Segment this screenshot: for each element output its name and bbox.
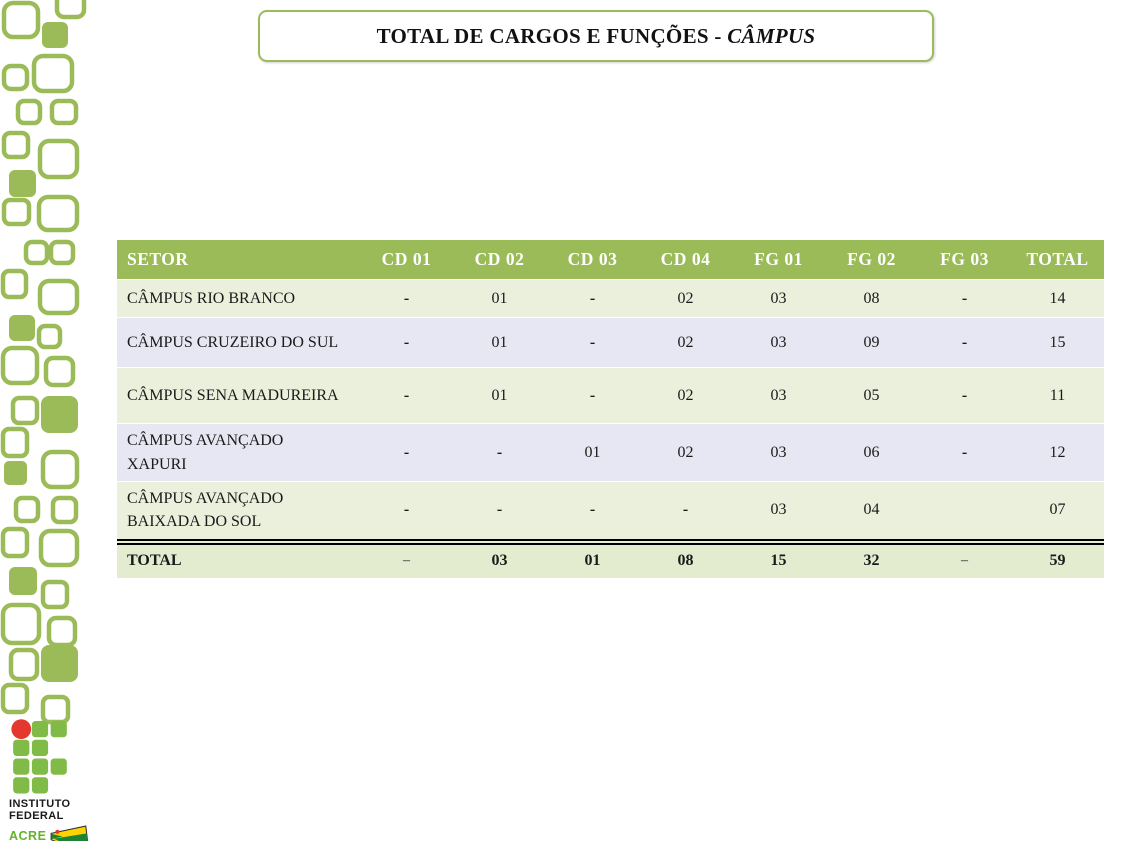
value-cell: - (360, 367, 453, 424)
value-cell: - (546, 481, 639, 542)
slide-title-text: TOTAL DE CARGOS E FUNÇÕES - (376, 23, 728, 48)
value-cell: 06 (825, 423, 918, 482)
value-cell: 03 (732, 423, 825, 482)
column-header-fg-02: FG 02 (825, 240, 918, 280)
column-header-total: TOTAL (1011, 240, 1104, 280)
logo-text-acre: ACRE (9, 828, 47, 841)
value-cell: 05 (825, 367, 918, 424)
value-cell: - (918, 367, 1011, 424)
value-cell: 03 (732, 317, 825, 368)
table-row: CÂMPUS RIO BRANCO - 01 - 02 03 08 - 14 (117, 279, 1104, 318)
cargos-funcoes-table: SETOR CD 01 CD 02 CD 03 CD 04 FG 01 FG 0… (117, 240, 1104, 578)
value-cell: - (546, 279, 639, 318)
total-label-cell: TOTAL (117, 538, 360, 578)
value-cell: - (546, 317, 639, 368)
total-value-cell: 15 (732, 538, 825, 578)
value-cell: - (360, 423, 453, 482)
setor-cell: CÂMPUS CRUZEIRO DO SUL (117, 317, 360, 368)
setor-cell: CÂMPUS AVANÇADO BAIXADA DO SOL (117, 481, 360, 542)
setor-cell: CÂMPUS AVANÇADO XAPURI (117, 423, 360, 482)
value-cell: 08 (825, 279, 918, 318)
setor-cell: CÂMPUS RIO BRANCO (117, 279, 360, 318)
value-cell: 11 (1011, 367, 1104, 424)
value-cell: 04 (825, 481, 918, 542)
value-cell (918, 481, 1011, 542)
value-cell: - (453, 481, 546, 542)
decorative-squares-pattern (0, 0, 87, 725)
value-cell: 14 (1011, 279, 1104, 318)
logo-text-federal: FEDERAL (9, 810, 64, 822)
if-logo-icon (11, 719, 67, 794)
slide-title-emphasis: CÂMPUS (727, 23, 816, 48)
total-value-cell: – (360, 538, 453, 578)
table-row: CÂMPUS SENA MADUREIRA - 01 - 02 03 05 - … (117, 367, 1104, 424)
table-total-row: TOTAL – 03 01 08 15 32 – 59 (117, 538, 1104, 578)
value-cell: 01 (453, 279, 546, 318)
table-header-row: SETOR CD 01 CD 02 CD 03 CD 04 FG 01 FG 0… (117, 240, 1104, 280)
value-cell: - (360, 481, 453, 542)
value-cell: - (918, 279, 1011, 318)
column-header-cd-02: CD 02 (453, 240, 546, 280)
value-cell: 15 (1011, 317, 1104, 368)
column-header-cd-03: CD 03 (546, 240, 639, 280)
column-header-setor: SETOR (117, 240, 360, 280)
value-cell: - (360, 279, 453, 318)
table-row: CÂMPUS CRUZEIRO DO SUL - 01 - 02 03 09 -… (117, 317, 1104, 368)
value-cell: 03 (732, 481, 825, 542)
setor-cell: CÂMPUS SENA MADUREIRA (117, 367, 360, 424)
value-cell: 02 (639, 423, 732, 482)
total-value-cell: 01 (546, 538, 639, 578)
table-row: CÂMPUS AVANÇADO BAIXADA DO SOL - - - - 0… (117, 481, 1104, 542)
value-cell: - (918, 423, 1011, 482)
value-cell: - (360, 317, 453, 368)
column-header-cd-01: CD 01 (360, 240, 453, 280)
value-cell: 07 (1011, 481, 1104, 542)
slide-title-box: TOTAL DE CARGOS E FUNÇÕES - CÂMPUS (258, 10, 934, 62)
value-cell: 01 (453, 317, 546, 368)
value-cell: - (453, 423, 546, 482)
value-cell: 12 (1011, 423, 1104, 482)
column-header-fg-03: FG 03 (918, 240, 1011, 280)
total-value-cell: 59 (1011, 538, 1104, 578)
total-value-cell: – (918, 538, 1011, 578)
table-row: CÂMPUS AVANÇADO XAPURI - - 01 02 03 06 -… (117, 423, 1104, 482)
total-value-cell: 08 (639, 538, 732, 578)
value-cell: - (918, 317, 1011, 368)
value-cell: - (639, 481, 732, 542)
value-cell: 02 (639, 279, 732, 318)
value-cell: 03 (732, 367, 825, 424)
total-value-cell: 03 (453, 538, 546, 578)
instituto-federal-logo: INSTITUTO FEDERAL ACRE (8, 719, 108, 841)
logo-text-instituto: INSTITUTO (9, 798, 71, 810)
value-cell: 02 (639, 317, 732, 368)
value-cell: 01 (546, 423, 639, 482)
slide-title: TOTAL DE CARGOS E FUNÇÕES - CÂMPUS (377, 24, 816, 49)
column-header-cd-04: CD 04 (639, 240, 732, 280)
total-value-cell: 32 (825, 538, 918, 578)
value-cell: 09 (825, 317, 918, 368)
value-cell: - (546, 367, 639, 424)
acre-flag-icon (50, 825, 89, 841)
value-cell: 01 (453, 367, 546, 424)
value-cell: 02 (639, 367, 732, 424)
column-header-fg-01: FG 01 (732, 240, 825, 280)
value-cell: 03 (732, 279, 825, 318)
